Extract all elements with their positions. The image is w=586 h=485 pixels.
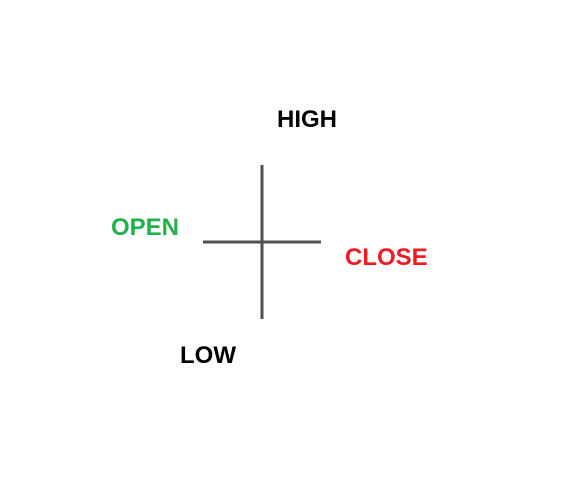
high-label: HIGH [277,106,337,133]
low-label: LOW [180,342,236,369]
close-label: CLOSE [345,244,428,271]
open-label: OPEN [111,214,180,241]
